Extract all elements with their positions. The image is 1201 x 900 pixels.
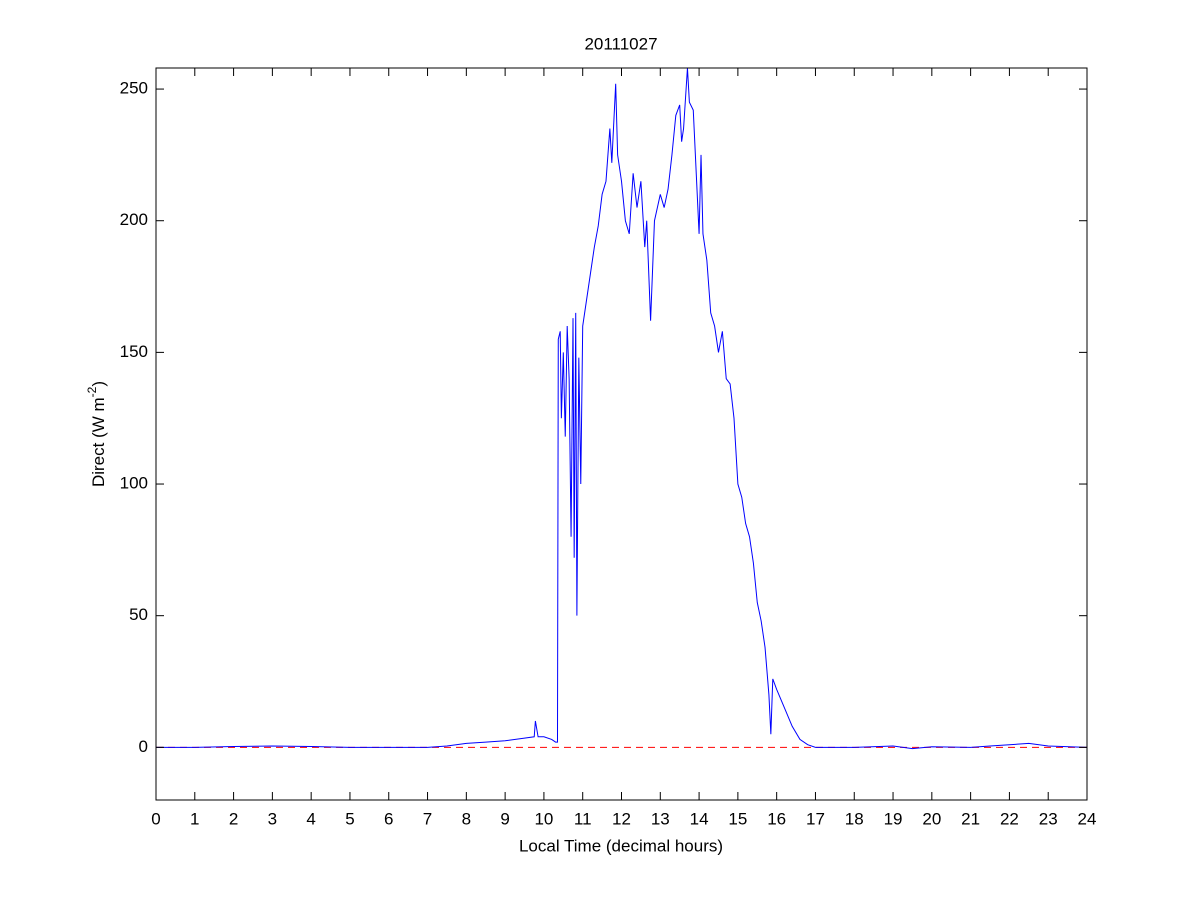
- x-tick-label: 23: [1039, 809, 1058, 828]
- x-axis-label: Local Time (decimal hours): [519, 836, 723, 855]
- x-tick-label: 0: [151, 809, 160, 828]
- y-label-sup: -2: [85, 386, 99, 397]
- y-tick-label: 0: [139, 737, 148, 756]
- x-tick-label: 10: [534, 809, 553, 828]
- x-tick-label: 4: [306, 809, 315, 828]
- chart-title: 20111027: [584, 34, 657, 53]
- x-tick-label: 7: [423, 809, 432, 828]
- x-tick-label: 8: [462, 809, 471, 828]
- x-tick-label: 1: [190, 809, 199, 828]
- x-tick-label: 17: [806, 809, 825, 828]
- x-tick-label: 12: [612, 809, 631, 828]
- x-tick-label: 15: [728, 809, 747, 828]
- plot-area: [156, 68, 1087, 800]
- plot-frame: [155, 67, 1088, 801]
- x-tick-label: 14: [690, 809, 709, 828]
- x-tick-label: 19: [884, 809, 903, 828]
- x-tick-label: 16: [767, 809, 786, 828]
- y-label-tail: ): [89, 381, 108, 387]
- x-tick-label: 18: [845, 809, 864, 828]
- x-tick-label: 2: [229, 809, 238, 828]
- x-tick-label: 3: [268, 809, 277, 828]
- y-axis-label: Direct (W m-2): [85, 381, 108, 487]
- y-tick-label: 50: [129, 605, 148, 624]
- data-line: [156, 67, 1088, 750]
- y-tick-label: 200: [120, 210, 148, 229]
- y-tick-label: 150: [120, 342, 148, 361]
- x-tick-label: 11: [574, 809, 592, 828]
- x-tick-label: 5: [345, 809, 354, 828]
- y-tick-label: 250: [120, 79, 148, 98]
- x-tick-label: 9: [500, 809, 509, 828]
- x-tick-label: 24: [1078, 809, 1097, 828]
- x-tick-label: 6: [384, 809, 393, 828]
- y-label-main: Direct (W m: [89, 397, 108, 487]
- x-tick-label: 13: [651, 809, 670, 828]
- x-tick-label: 20: [922, 809, 941, 828]
- x-tick-label: 21: [961, 809, 980, 828]
- y-tick-label: 100: [120, 474, 148, 493]
- x-tick-label: 22: [1000, 809, 1019, 828]
